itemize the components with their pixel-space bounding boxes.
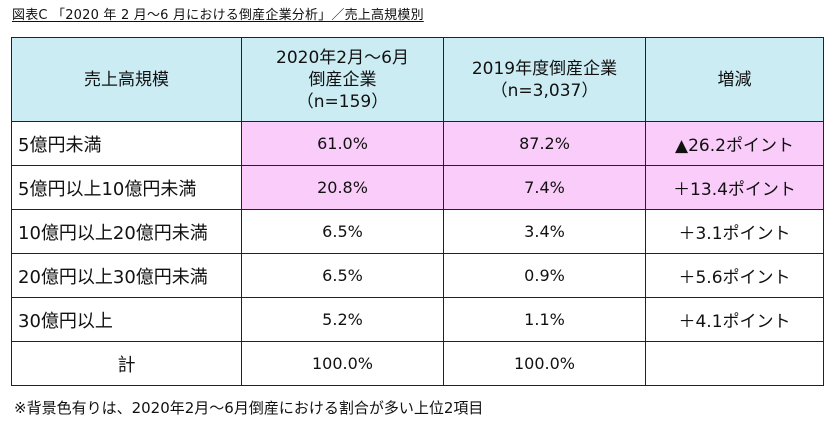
cell-2020: 20.8% [241,165,444,210]
cell-2019: 3.4% [443,209,646,254]
cell-change: ＋3.1ポイント [645,209,824,254]
table-row: 30億円以上 5.2% 1.1% ＋4.1ポイント [11,297,824,342]
header-2020-line1: 2020年2月〜6月 [276,47,409,68]
total-2020: 100.0% [241,341,444,386]
cell-change: ▲26.2ポイント [645,121,824,166]
header-2019-line2: （n=3,037） [490,80,599,101]
header-row: 売上高規模 2020年2月〜6月 倒産企業 （n=159） 2019年度倒産企業… [11,37,824,122]
cell-2020: 6.5% [241,209,444,254]
header-2020-line3: （n=159） [296,91,389,112]
header-2019-bankruptcies: 2019年度倒産企業 （n=3,037） [443,37,646,122]
cell-2020: 5.2% [241,297,444,342]
row-label: 5億円以上10億円未満 [11,165,242,210]
cell-2019: 0.9% [443,253,646,298]
size-breakdown-table: 売上高規模 2020年2月〜6月 倒産企業 （n=159） 2019年度倒産企業… [11,37,824,386]
table-row: 5億円以上10億円未満 20.8% 7.4% ＋13.4ポイント [11,165,824,210]
cell-change: ＋5.6ポイント [645,253,824,298]
table-row: 5億円未満 61.0% 87.2% ▲26.2ポイント [11,121,824,166]
total-label: 計 [11,341,242,386]
footnote: ※背景色有りは、2020年2月〜6月倒産における割合が多い上位2項目 [14,399,484,417]
cell-2019: 7.4% [443,165,646,210]
cell-2019: 1.1% [443,297,646,342]
cell-2020: 6.5% [241,253,444,298]
header-2019-line1: 2019年度倒産企業 [471,58,618,79]
table-row: 20億円以上30億円未満 6.5% 0.9% ＋5.6ポイント [11,253,824,298]
table-row: 10億円以上20億円未満 6.5% 3.4% ＋3.1ポイント [11,209,824,254]
header-change: 増減 [645,37,824,122]
row-label: 30億円以上 [11,297,242,342]
total-2019: 100.0% [443,341,646,386]
cell-2020: 61.0% [241,121,444,166]
total-change [645,341,824,386]
row-label: 5億円未満 [11,121,242,166]
total-row: 計 100.0% 100.0% [11,341,824,386]
header-2020-line2: 倒産企業 [308,69,377,90]
cell-change: ＋4.1ポイント [645,297,824,342]
header-sales-size: 売上高規模 [11,37,242,122]
row-label: 20億円以上30億円未満 [11,253,242,298]
figure-title: 図表C 「2020 年 2 月〜6 月における倒産企業分析」／売上高規模別 [12,8,424,23]
header-2020-bankruptcies: 2020年2月〜6月 倒産企業 （n=159） [241,37,444,122]
cell-2019: 87.2% [443,121,646,166]
cell-change: ＋13.4ポイント [645,165,824,210]
row-label: 10億円以上20億円未満 [11,209,242,254]
